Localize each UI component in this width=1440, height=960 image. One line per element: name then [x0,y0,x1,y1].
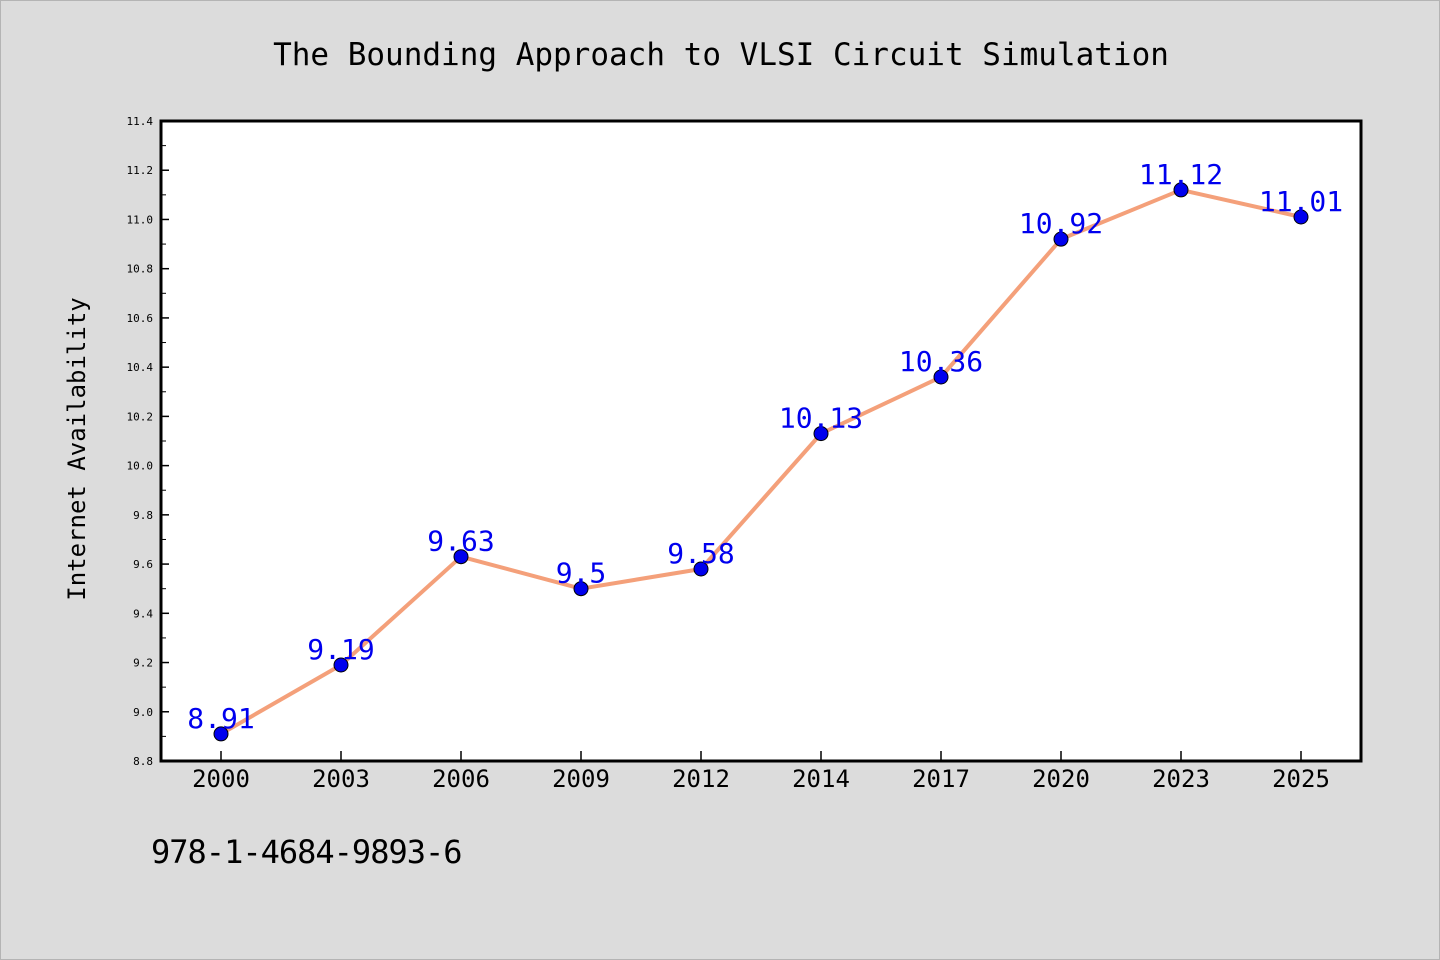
data-label: 10.92 [1019,207,1103,240]
data-label: 11.12 [1139,158,1223,191]
y-axis: 8.8 9.0 9.2 9.4 9.6 9.8 10.0 10.2 10.4 10.6 10.8 11… [127,115,169,768]
x-tick-label: 2006 [432,765,490,793]
y-tick-label: 8.8 [133,755,153,768]
y-tick-label: 10.0 [127,460,154,473]
data-point [1053,231,1069,247]
y-tick-label: 11.0 [127,213,154,226]
data-label: 11.01 [1259,185,1343,218]
x-axis: 2000 2003 2006 2009 2012 2014 2017 2020 2023 2025 [192,751,1330,793]
chart-title: The Bounding Approach to VLSI Circuit Si… [273,37,1169,73]
y-tick-label: 9.4 [133,607,153,620]
series-group: 8.91 9.19 9.63 9.5 9.58 10.13 10.36 10.92 11.12 1… [187,158,1343,742]
y-tick-label: 10.4 [127,361,154,374]
y-tick-label: 10.6 [127,312,154,325]
data-point [213,726,229,742]
data-point [1173,182,1189,198]
x-tick-label: 2003 [312,765,370,793]
data-label: 10.36 [899,345,983,378]
y-tick-label: 9.8 [133,509,153,522]
y-axis-label: Internet Availability [63,297,91,600]
x-tick-label: 2012 [672,765,730,793]
x-tick-label: 2020 [1032,765,1090,793]
y-tick-label: 9.0 [133,706,153,719]
x-tick-label: 2000 [192,765,250,793]
series-line [220,187,1302,736]
x-tick-label: 2014 [792,765,850,793]
data-point [333,657,349,673]
y-tick-label: 9.6 [133,558,153,571]
data-label: 9.58 [667,537,734,570]
data-label: 10.13 [779,402,863,435]
data-label: 9.19 [307,633,374,666]
plot-area [159,119,1363,763]
x-tick-label: 2023 [1152,765,1210,793]
data-point [453,549,469,565]
x-tick-label: 2017 [912,765,970,793]
data-point [573,581,589,597]
x-tick-label: 2009 [552,765,610,793]
y-tick-label: 11.4 [127,115,154,128]
x-tick-label: 2025 [1272,765,1330,793]
y-tick-label: 10.8 [127,263,154,276]
y-tick-label: 9.2 [133,657,153,670]
data-point [933,369,949,385]
y-tick-label: 10.2 [127,410,154,423]
data-point [693,561,709,577]
data-point [1293,209,1309,225]
y-tick-label: 11.2 [127,164,154,177]
data-label: 9.5 [556,557,607,590]
data-label: 9.63 [427,525,494,558]
data-point [813,426,829,442]
isbn-caption: 978-1-4684-9893-6 [151,833,463,871]
data-label: 8.91 [187,702,254,735]
